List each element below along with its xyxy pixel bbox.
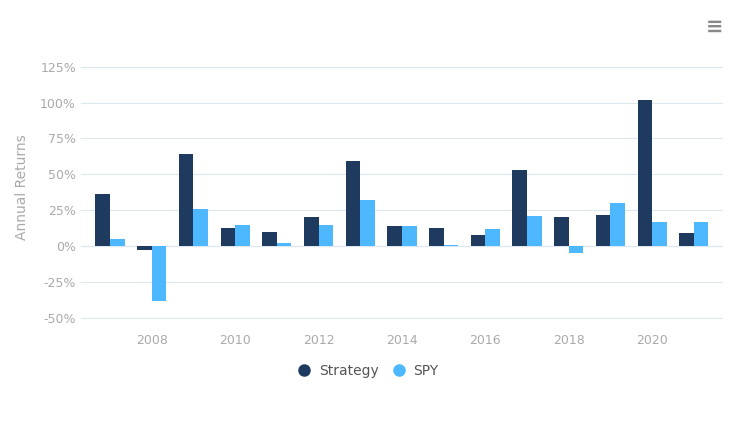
Bar: [569, 246, 583, 253]
Bar: [429, 227, 444, 246]
Bar: [638, 100, 652, 246]
Bar: [610, 203, 625, 246]
Bar: [95, 194, 110, 246]
Legend: Strategy, SPY: Strategy, SPY: [294, 357, 446, 385]
Bar: [345, 162, 360, 246]
Bar: [652, 222, 666, 246]
Y-axis label: Annual Returns: Annual Returns: [15, 134, 29, 240]
Bar: [262, 232, 277, 246]
Bar: [402, 226, 416, 246]
Bar: [596, 215, 610, 246]
Bar: [304, 217, 319, 246]
Bar: [179, 154, 193, 246]
Bar: [221, 227, 235, 246]
Bar: [444, 245, 458, 246]
Bar: [277, 243, 292, 246]
Bar: [319, 225, 333, 246]
Bar: [694, 222, 708, 246]
Text: ≡: ≡: [706, 17, 723, 37]
Bar: [235, 225, 249, 246]
Bar: [387, 226, 402, 246]
Bar: [512, 170, 527, 246]
Bar: [554, 217, 569, 246]
Bar: [527, 216, 542, 246]
Bar: [152, 246, 166, 301]
Bar: [471, 235, 486, 246]
Bar: [193, 209, 208, 246]
Bar: [360, 200, 375, 246]
Bar: [137, 246, 152, 251]
Bar: [110, 239, 125, 246]
Bar: [486, 229, 500, 246]
Bar: [679, 233, 694, 246]
